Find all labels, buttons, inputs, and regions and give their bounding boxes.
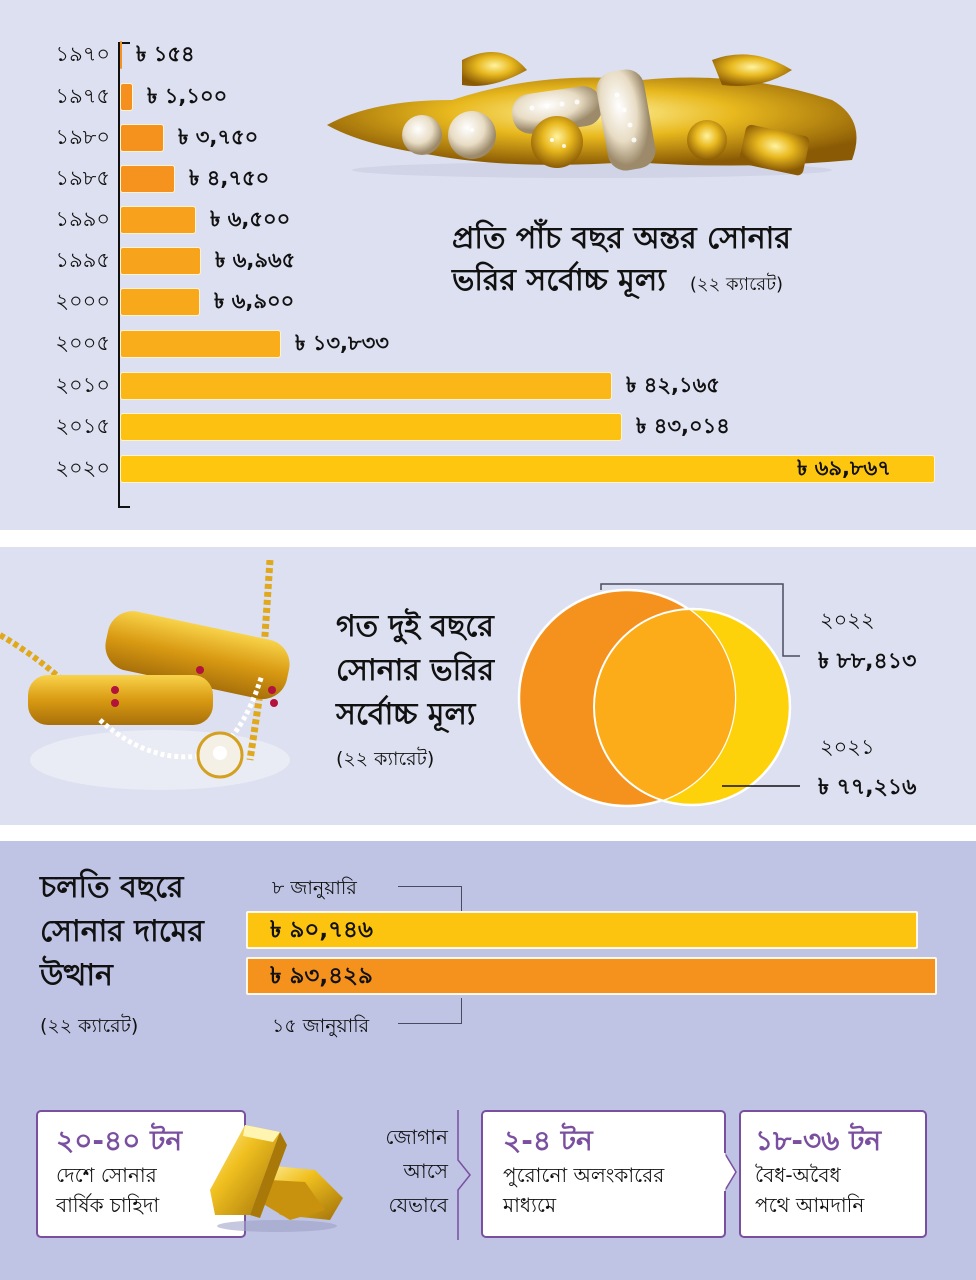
date-label-jan15: ১৫ জানুয়ারি xyxy=(272,1015,370,1037)
source2-value: ১৮-৩৬ টন xyxy=(755,1124,882,1157)
venn-label-value-2022: ৳ ৮৮,৪১৩ xyxy=(818,649,917,674)
year-label: ২০১০ xyxy=(55,373,110,397)
year-label: ২০২০ xyxy=(55,456,110,480)
section3-title-line3: উত্থান xyxy=(40,958,113,993)
section2-title-line2: সোনার ভরির xyxy=(336,653,495,688)
section1-title: প্রতি পাঁচ বছর অন্তর সোনার ভরির সর্বোচ্চ… xyxy=(452,218,791,306)
section2-title: গত দুই বছরে সোনার ভরির সর্বোচ্চ মূল্য (২… xyxy=(336,605,494,773)
year-label: ২০১৫ xyxy=(55,414,110,438)
bar-row: ১৯৭০ ৳ ১৫৪ xyxy=(0,39,976,69)
demand-box: ২০-৪০ টন দেশে সোনার বার্ষিক চাহিদা xyxy=(36,1110,246,1238)
chevron-right-icon xyxy=(724,1152,737,1192)
section3-unit: (২২ ক্যারেট) xyxy=(40,1015,139,1037)
gold-bars-image xyxy=(210,1125,343,1232)
source1-value: ২-৪ টন xyxy=(503,1124,593,1157)
source-old-jewellery-box: ২-৪ টন পুরোনো অলংকারের মাধ্যমে xyxy=(481,1110,726,1238)
bar xyxy=(120,413,622,441)
supply-label-line3: যেভাবে xyxy=(388,1193,448,1217)
bar-value-label: ৳ ৬,৯৬৫ xyxy=(215,248,296,272)
supply-label-line1: জোগান xyxy=(385,1125,448,1149)
bar xyxy=(120,41,122,69)
bar-row: ১৯৯৫ ৳ ৬,৯৬৫ xyxy=(0,245,976,275)
demand-text-line2: বার্ষিক চাহিদা xyxy=(56,1193,160,1217)
section3-title-line1: চলতি বছরে xyxy=(40,870,184,905)
year-label: ১৯৮০ xyxy=(55,125,110,149)
bar-row: ২০২০ ৳ ৬৯,৮৬৭ xyxy=(0,453,976,483)
bar xyxy=(120,124,164,152)
chevron-right-icon xyxy=(457,1110,471,1240)
source2-text-line1: বৈধ-অবৈধ xyxy=(755,1163,841,1187)
y-axis-line xyxy=(118,42,120,508)
bar-row: ২০১৫ ৳ ৪৩,০১৪ xyxy=(0,411,976,441)
section3-title: চলতি বছরে সোনার দামের উত্থান (২২ ক্যারেট… xyxy=(40,866,204,1040)
bar-value-label: ৳ ১৫৪ xyxy=(136,42,195,66)
section1-title-line2: ভরির সর্বোচ্চ মূল্য xyxy=(452,263,666,298)
bar-value-label: ৳ ৪২,১৬৫ xyxy=(626,373,720,397)
source1-text-line2: মাধ্যমে xyxy=(503,1193,557,1217)
venn-label-year-2022: ২০২২ xyxy=(820,608,875,632)
venn-label-year-2021: ২০২১ xyxy=(820,735,875,759)
bar xyxy=(120,165,175,193)
bar-row: ২০০০ ৳ ৬,৯০০ xyxy=(0,286,976,316)
y-axis-bottom-tick xyxy=(118,506,130,508)
bar xyxy=(120,247,201,275)
bar-value-label: ৳ ৪,৭৫০ xyxy=(189,166,270,190)
supply-label-line2: আসে xyxy=(403,1159,448,1183)
year-label: ২০০৫ xyxy=(55,331,110,355)
venn-label-value-2021: ৳ ৭৭,২১৬ xyxy=(818,775,917,800)
bar-jan15: ৳ ৯৩,৪২৯ xyxy=(246,957,937,995)
bar xyxy=(120,330,281,358)
source2-text-line2: পথে আমদানি xyxy=(755,1193,865,1217)
section1-unit: (২২ ক্যারেট) xyxy=(689,274,784,295)
venn-two-year-chart xyxy=(517,583,800,808)
bar-value-label: ৳ ১৩,৮৩৩ xyxy=(295,331,389,355)
year-label: ১৯৭০ xyxy=(55,42,110,66)
year-label: ১৯৯০ xyxy=(55,207,110,231)
bracket-top xyxy=(398,886,462,912)
bracket-bottom xyxy=(398,998,462,1024)
bar xyxy=(120,455,935,483)
section2-title-line3: সর্বোচ্চ মূল্য xyxy=(336,697,476,732)
bar-row: ২০০৫ ৳ ১৩,৮৩৩ xyxy=(0,328,976,358)
bar-value-label: ৳ ৬৯,৮৬৭ xyxy=(797,456,891,480)
section2-title-line1: গত দুই বছরে xyxy=(336,609,494,644)
date-label-jan8: ৮ জানুয়ারি xyxy=(272,877,357,899)
bar-value-label: ৳ ৪৩,০১৪ xyxy=(636,414,730,438)
bar-row: ১৯৮৫ ৳ ৪,৭৫০ xyxy=(0,163,976,193)
bar xyxy=(120,206,196,234)
year-label: ১৯৭৫ xyxy=(55,84,110,108)
bar xyxy=(120,83,133,111)
bar-value-label: ৳ ১,১০০ xyxy=(147,84,228,108)
bar-row: ১৯৮০ ৳ ৩,৭৫০ xyxy=(0,122,976,152)
section1-title-line1: প্রতি পাঁচ বছর অন্তর সোনার xyxy=(452,221,791,256)
gold-bangles-necklace-image xyxy=(0,560,290,790)
bar-jan8: ৳ ৯০,৭৪৬ xyxy=(246,911,918,949)
bar-value-label: ৳ ৬,৯০০ xyxy=(214,289,295,313)
supply-label: জোগান আসে যেভাবে xyxy=(352,1120,448,1222)
section3-title-line2: সোনার দামের xyxy=(40,914,204,949)
gold-jewellery-image xyxy=(327,52,857,178)
y-axis-top-tick xyxy=(118,42,130,44)
section2-unit: (২২ ক্যারেট) xyxy=(336,748,435,770)
bar-value-label: ৳ ৩,৭৫০ xyxy=(178,125,259,149)
year-label: ২০০০ xyxy=(55,289,110,313)
source-import-box: ১৮-৩৬ টন বৈধ-অবৈধ পথে আমদানি xyxy=(739,1110,927,1238)
source1-text-line1: পুরোনো অলংকারের xyxy=(503,1163,665,1187)
bar-row: ২০১০ ৳ ৪২,১৬৫ xyxy=(0,370,976,400)
year-label: ১৯৯৫ xyxy=(55,248,110,272)
bar xyxy=(120,288,200,316)
yearly-price-section: ১৯৭০ ৳ ১৫৪ ১৯৭৫ ৳ ১,১০০ ১৯৮০ ৳ ৩,৭৫০ ১৯৮৫ ৳ ৪,৭… xyxy=(0,0,976,530)
bar xyxy=(120,372,612,400)
bar-row: ১৯৯০ ৳ ৬,৫০০ xyxy=(0,204,976,234)
bar-row: ১৯৭৫ ৳ ১,১০০ xyxy=(0,81,976,111)
demand-text-line1: দেশে সোনার xyxy=(56,1163,157,1187)
demand-value: ২০-৪০ টন xyxy=(56,1124,183,1157)
bar-value-label: ৳ ৬,৫০০ xyxy=(210,207,291,231)
year-label: ১৯৮৫ xyxy=(55,166,110,190)
